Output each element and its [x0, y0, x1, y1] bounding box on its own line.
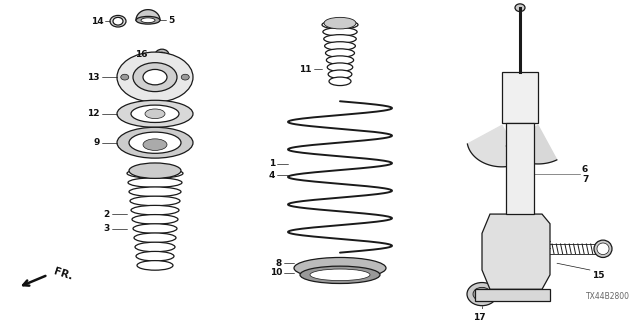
Ellipse shape: [597, 243, 609, 255]
Ellipse shape: [137, 260, 173, 270]
Text: 4: 4: [269, 171, 275, 180]
Ellipse shape: [133, 224, 177, 233]
Ellipse shape: [145, 109, 165, 119]
Ellipse shape: [473, 287, 491, 301]
Ellipse shape: [127, 169, 183, 178]
Ellipse shape: [135, 242, 175, 252]
Ellipse shape: [324, 35, 356, 43]
Ellipse shape: [329, 77, 351, 85]
Text: 17: 17: [473, 313, 485, 320]
Ellipse shape: [131, 205, 179, 215]
Text: 6: 6: [582, 165, 588, 174]
Ellipse shape: [512, 227, 518, 232]
Ellipse shape: [143, 69, 167, 85]
Ellipse shape: [131, 105, 179, 123]
Ellipse shape: [134, 233, 176, 243]
Ellipse shape: [121, 74, 129, 80]
Ellipse shape: [133, 63, 177, 92]
Ellipse shape: [294, 258, 386, 279]
Ellipse shape: [130, 196, 180, 206]
Ellipse shape: [117, 52, 193, 102]
Text: 14: 14: [92, 17, 104, 26]
Text: 12: 12: [88, 109, 100, 118]
Bar: [502, 72, 538, 124]
Text: 9: 9: [93, 138, 100, 147]
Ellipse shape: [505, 247, 519, 259]
Bar: [506, 124, 534, 214]
Text: 15: 15: [592, 271, 605, 280]
Text: 1: 1: [269, 159, 275, 168]
Ellipse shape: [181, 74, 189, 80]
Ellipse shape: [300, 266, 380, 284]
Ellipse shape: [310, 269, 370, 281]
Ellipse shape: [467, 283, 497, 306]
Ellipse shape: [122, 72, 136, 82]
Ellipse shape: [322, 20, 358, 29]
Ellipse shape: [323, 28, 357, 36]
Ellipse shape: [326, 49, 355, 57]
Ellipse shape: [129, 163, 181, 178]
Text: 2: 2: [104, 210, 110, 219]
Ellipse shape: [132, 215, 178, 224]
Ellipse shape: [328, 70, 352, 78]
Polygon shape: [136, 10, 160, 20]
Text: 10: 10: [269, 268, 282, 277]
Ellipse shape: [136, 252, 174, 261]
Ellipse shape: [508, 266, 522, 278]
Ellipse shape: [129, 132, 181, 153]
Text: TX44B2800: TX44B2800: [586, 292, 630, 301]
Text: 3: 3: [104, 224, 110, 233]
Ellipse shape: [136, 16, 160, 24]
Text: 11: 11: [300, 65, 312, 74]
Ellipse shape: [594, 240, 612, 258]
Ellipse shape: [143, 139, 167, 150]
Ellipse shape: [117, 100, 193, 127]
Ellipse shape: [113, 17, 123, 25]
Ellipse shape: [175, 72, 189, 82]
Ellipse shape: [129, 187, 181, 196]
Text: 8: 8: [276, 259, 282, 268]
Ellipse shape: [509, 250, 515, 255]
Text: 7: 7: [582, 175, 588, 184]
Text: FR.: FR.: [52, 266, 74, 282]
Ellipse shape: [117, 127, 193, 158]
Ellipse shape: [326, 56, 354, 64]
Ellipse shape: [512, 269, 518, 274]
Ellipse shape: [324, 42, 355, 50]
Ellipse shape: [141, 18, 155, 23]
Ellipse shape: [478, 291, 486, 297]
Ellipse shape: [128, 178, 182, 187]
Polygon shape: [475, 289, 550, 301]
Ellipse shape: [155, 49, 169, 61]
Polygon shape: [482, 214, 550, 289]
Ellipse shape: [324, 17, 356, 29]
Ellipse shape: [158, 52, 166, 58]
Text: 16: 16: [136, 51, 148, 60]
Ellipse shape: [327, 63, 353, 71]
Ellipse shape: [110, 15, 126, 27]
Ellipse shape: [515, 4, 525, 12]
Text: 13: 13: [88, 73, 100, 82]
Ellipse shape: [508, 224, 522, 235]
Polygon shape: [506, 125, 557, 164]
Text: 5: 5: [168, 16, 174, 25]
Polygon shape: [467, 125, 523, 167]
